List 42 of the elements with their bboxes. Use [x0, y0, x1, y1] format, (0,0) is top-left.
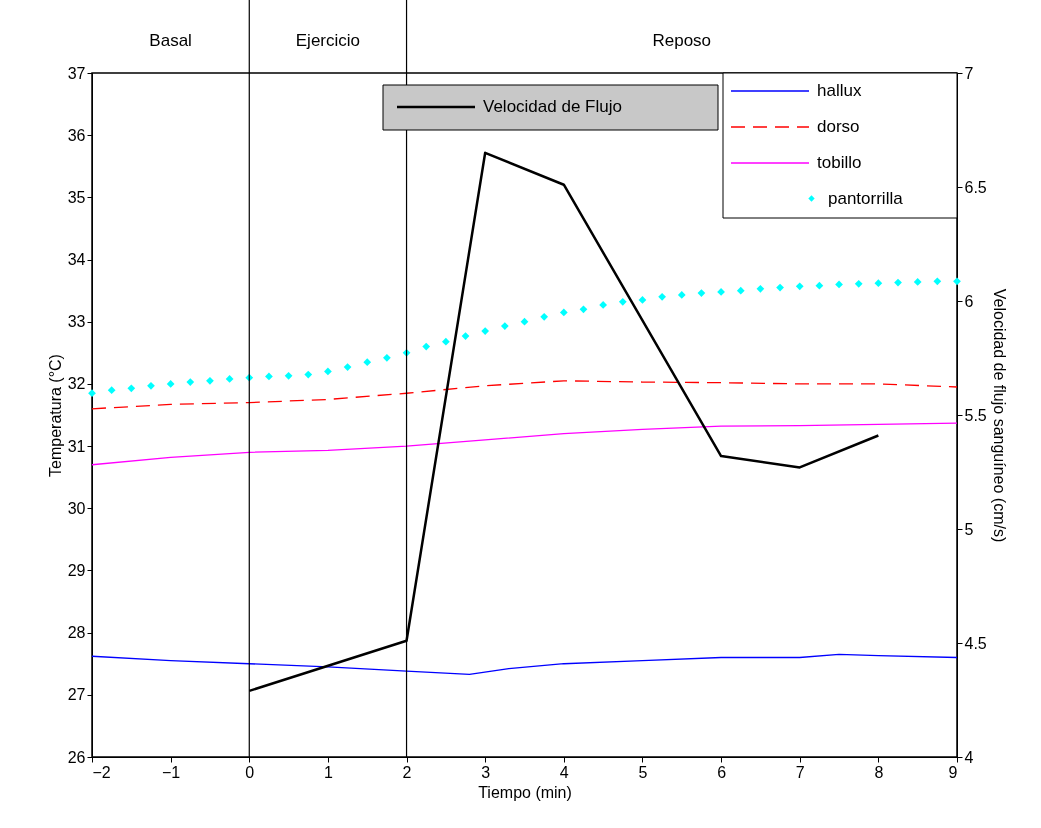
y-tick-label: 29	[67, 561, 86, 579]
x-axis-title: Tiempo (min)	[478, 783, 572, 801]
y-tick-label: 28	[67, 624, 86, 642]
y2-tick-label: 7	[964, 64, 974, 82]
y-tick-label: 33	[67, 313, 86, 331]
x-tick-label: 0	[245, 763, 255, 781]
y-tick-label: 27	[67, 686, 86, 704]
y2-tick-label: 4	[964, 748, 974, 766]
y2-tick-label: 5	[964, 520, 974, 538]
x-tick-label: 9	[948, 763, 958, 781]
x-tick-label: 2	[402, 763, 412, 781]
y2-tick-label: 6	[964, 292, 974, 310]
x-tick-label: 8	[874, 763, 884, 781]
y2-axis-title: Velocidad de flujo sanguíneo (cm/s)	[990, 288, 1008, 543]
x-tick-label: 3	[481, 763, 491, 781]
y-tick-label: 36	[67, 126, 86, 144]
legend-label: tobillo	[817, 153, 862, 172]
y-tick-label: 34	[67, 251, 86, 269]
y-tick-label: 26	[67, 748, 86, 766]
y2-tick-label: 4.5	[964, 634, 987, 652]
x-tick-label: −1	[162, 763, 181, 781]
y-axis-title: Temperatura (°C)	[46, 354, 64, 477]
text: Reposo	[652, 31, 712, 50]
legend-label: hallux	[817, 81, 862, 100]
y2-tick-label: 5.5	[964, 406, 987, 424]
y-tick-label: 35	[67, 188, 86, 206]
y-tick-label: 37	[67, 64, 86, 82]
x-tick-label: 6	[717, 763, 727, 781]
y-tick-label: 31	[67, 437, 86, 455]
x-tick-label: 4	[559, 763, 569, 781]
text: Ejercicio	[295, 31, 361, 50]
legend-label: dorso	[817, 117, 860, 136]
legend-label: Velocidad de Flujo	[483, 97, 622, 116]
text: Basal	[149, 31, 192, 50]
x-tick-label: 7	[795, 763, 805, 781]
y-tick-label: 30	[67, 499, 86, 517]
legend-label: pantorrilla	[828, 188, 904, 208]
y-tick-label: 32	[67, 375, 86, 393]
x-tick-label: 5	[638, 763, 648, 781]
x-tick-label: −2	[92, 763, 111, 781]
y2-tick-label: 6.5	[964, 178, 987, 196]
x-tick-label: 1	[323, 763, 333, 781]
